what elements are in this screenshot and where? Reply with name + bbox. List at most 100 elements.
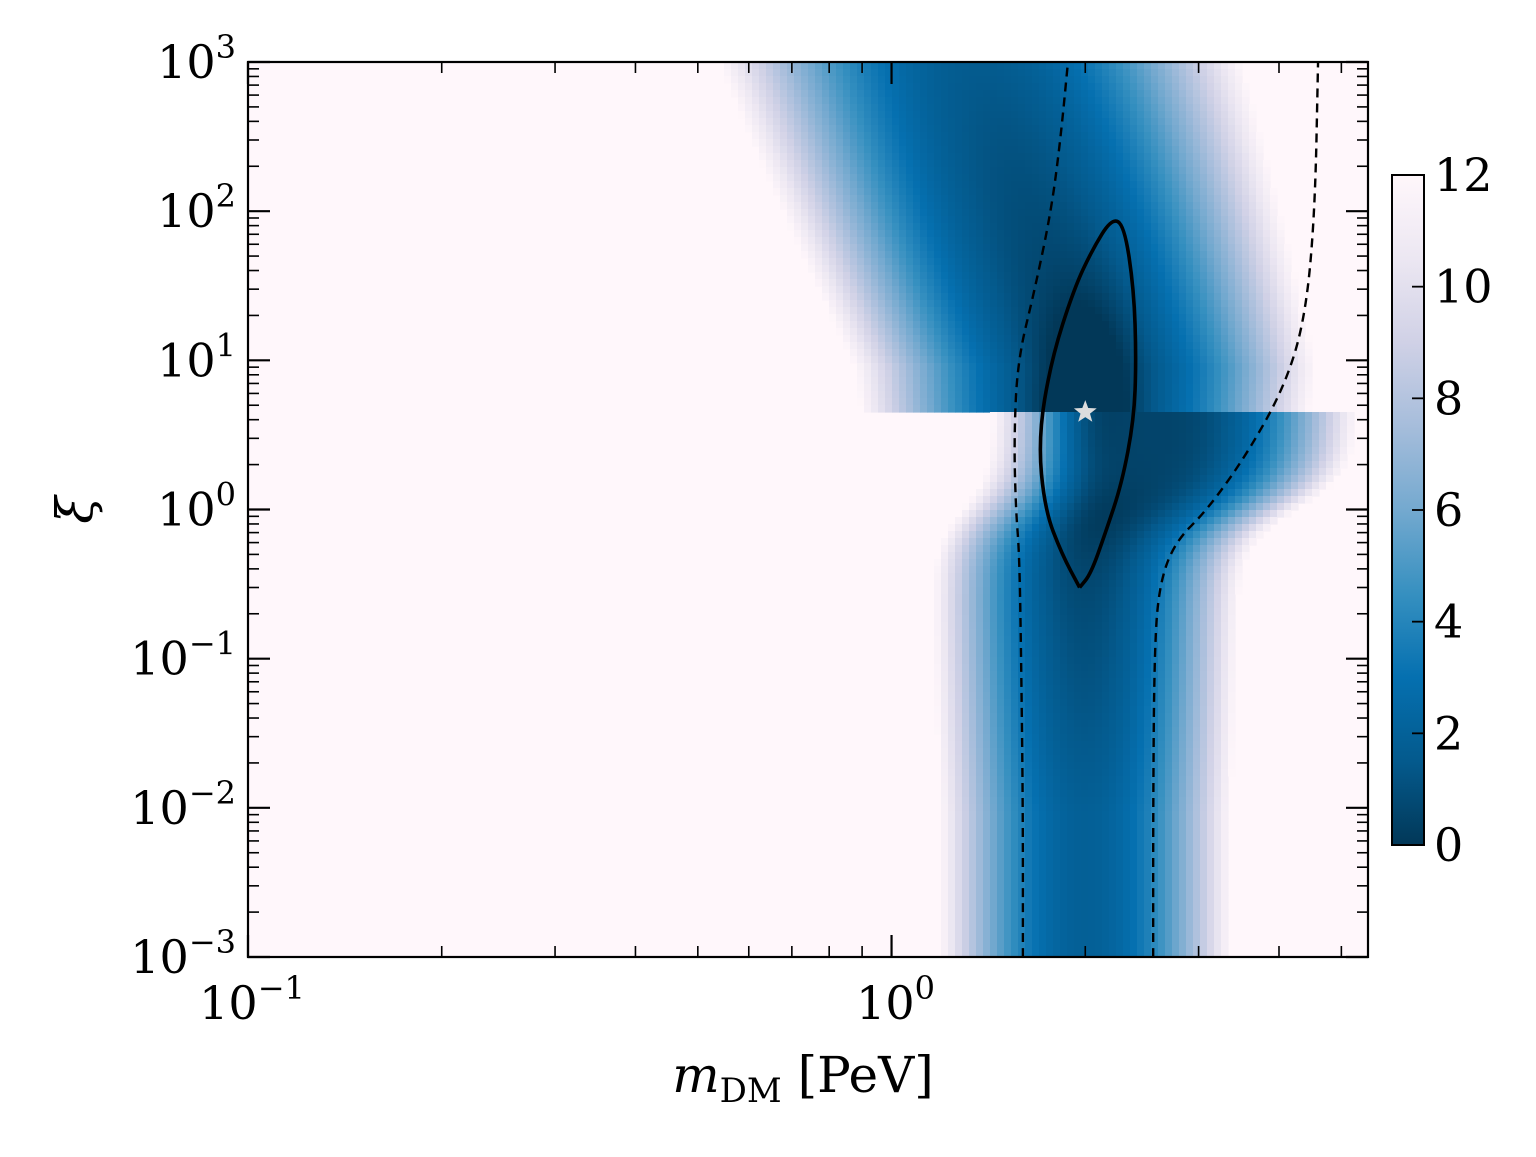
heatmap-cell [1123, 818, 1131, 826]
heatmap-cell [962, 573, 970, 581]
heatmap-cell [829, 286, 837, 294]
heatmap-cell [1032, 601, 1040, 609]
heatmap-cell [934, 146, 942, 154]
heatmap-cell [1088, 216, 1096, 224]
heatmap-cell [766, 167, 774, 175]
heatmap-cell [1011, 69, 1019, 77]
heatmap-cell [871, 335, 879, 343]
heatmap-cell [1123, 202, 1131, 210]
heatmap-cell [1137, 566, 1145, 574]
heatmap-cell [871, 244, 879, 252]
heatmap-cell [1025, 902, 1033, 910]
heatmap-cell [1067, 83, 1075, 91]
heatmap-cell [962, 909, 970, 917]
heatmap-cell [1039, 629, 1047, 637]
heatmap-cell [1088, 139, 1096, 147]
heatmap-cell [976, 776, 984, 784]
heatmap-cell [941, 552, 949, 560]
heatmap-cell [1102, 510, 1110, 518]
heatmap-cell [892, 377, 900, 385]
heatmap-cell [1011, 944, 1019, 952]
heatmap-cell [976, 545, 984, 553]
heatmap-cell [969, 937, 977, 945]
heatmap-cell [1053, 461, 1061, 469]
heatmap-cell [913, 370, 921, 378]
heatmap-cell [815, 153, 823, 161]
heatmap-cell [1053, 692, 1061, 700]
heatmap-cell [1123, 902, 1131, 910]
heatmap-cell [1011, 244, 1019, 252]
heatmap-cell [815, 83, 823, 91]
heatmap-cell [941, 216, 949, 224]
heatmap-cell [787, 174, 795, 182]
heatmap-cell [983, 279, 991, 287]
heatmap-cell [892, 272, 900, 280]
heatmap-cell [1039, 209, 1047, 217]
heatmap-cell [1137, 433, 1145, 441]
heatmap-cell [1074, 223, 1082, 231]
heatmap-cell [1158, 349, 1166, 357]
heatmap-cell [1053, 517, 1061, 525]
heatmap-cell [1004, 391, 1012, 399]
heatmap-cell [1144, 937, 1152, 945]
heatmap-cell [1060, 755, 1068, 763]
heatmap-cell [801, 83, 809, 91]
heatmap-cell [1130, 125, 1138, 133]
heatmap-cell [766, 83, 774, 91]
heatmap-cell [1011, 335, 1019, 343]
heatmap-cell [1102, 937, 1110, 945]
heatmap-cell [1144, 146, 1152, 154]
heatmap-cell [962, 566, 970, 574]
heatmap-cell [1074, 629, 1082, 637]
heatmap-cell [1095, 734, 1103, 742]
heatmap-cell [1095, 699, 1103, 707]
heatmap-cell [1011, 181, 1019, 189]
heatmap-cell [1060, 839, 1068, 847]
heatmap-cell [885, 97, 893, 105]
heatmap-cell [1032, 622, 1040, 630]
heatmap-cell [1102, 608, 1110, 616]
heatmap-cell [1123, 384, 1131, 392]
heatmap-cell [997, 342, 1005, 350]
heatmap-cell [857, 265, 865, 273]
heatmap-cell [1109, 594, 1117, 602]
heatmap-cell [1144, 853, 1152, 861]
heatmap-cell [1039, 300, 1047, 308]
heatmap-cell [899, 139, 907, 147]
heatmap-cell [1095, 188, 1103, 196]
heatmap-cell [1123, 692, 1131, 700]
heatmap-cell [1137, 937, 1145, 945]
heatmap-cell [1109, 531, 1117, 539]
heatmap-cell [1053, 650, 1061, 658]
heatmap-cell [969, 636, 977, 644]
heatmap-cell [1081, 279, 1089, 287]
heatmap-cell [836, 279, 844, 287]
heatmap-cell [1137, 538, 1145, 546]
heatmap-cell [997, 636, 1005, 644]
heatmap-cell [934, 370, 942, 378]
heatmap-cell [787, 83, 795, 91]
heatmap-cell [1123, 881, 1131, 889]
heatmap-cell [1109, 930, 1117, 938]
heatmap-cell [983, 685, 991, 693]
heatmap-cell [1088, 433, 1096, 441]
heatmap-cell [1088, 881, 1096, 889]
heatmap-cell [878, 370, 886, 378]
heatmap-cell [1060, 398, 1068, 406]
heatmap-cell [976, 503, 984, 511]
heatmap-cell [899, 286, 907, 294]
heatmap-cell [983, 776, 991, 784]
heatmap-cell [955, 300, 963, 308]
heatmap-cell [997, 706, 1005, 714]
heatmap-cell [976, 349, 984, 357]
heatmap-cell [752, 104, 760, 112]
heatmap-cell [1109, 832, 1117, 840]
heatmap-cell [878, 300, 886, 308]
heatmap-cell [934, 405, 942, 413]
heatmap-cell [997, 664, 1005, 672]
heatmap-cell [1032, 230, 1040, 238]
heatmap-cell [1032, 496, 1040, 504]
heatmap-cell [745, 97, 753, 105]
heatmap-cell [962, 286, 970, 294]
heatmap-cell [1060, 496, 1068, 504]
